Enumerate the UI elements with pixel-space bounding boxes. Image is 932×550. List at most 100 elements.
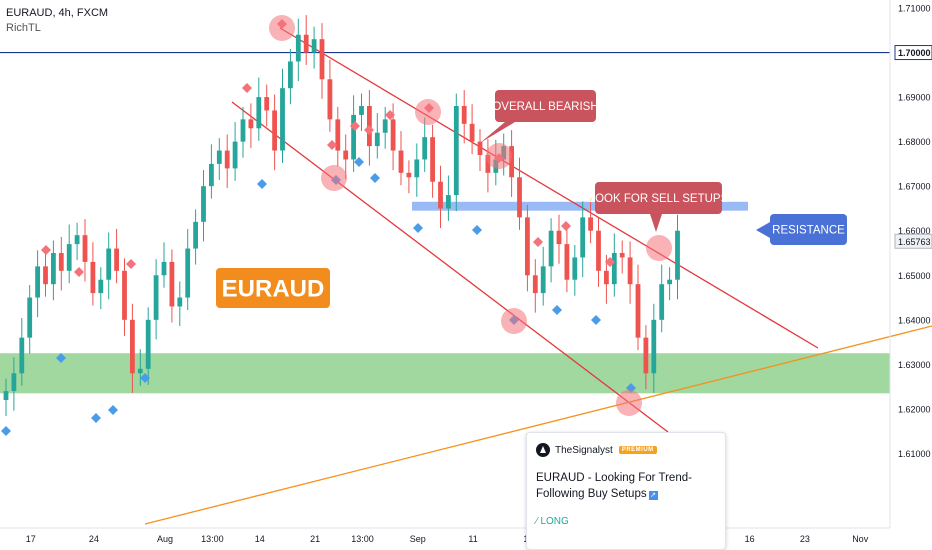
candle (153, 259, 159, 340)
candle-body (193, 221, 198, 249)
candle-body (382, 119, 388, 133)
pivot-high-marker (126, 259, 136, 269)
highlight-circle (501, 308, 527, 334)
candle (414, 143, 420, 197)
pivot-low-marker (108, 405, 118, 415)
candle-body (43, 266, 48, 285)
candle (256, 77, 262, 141)
candle (596, 218, 601, 287)
pivot-low-marker (552, 305, 562, 315)
candle-body (651, 319, 657, 374)
pivot-low-marker (591, 315, 601, 325)
candle-body (667, 279, 672, 285)
idea-title[interactable]: EURAUD - Looking For Trend-Following Buy… (536, 470, 716, 502)
candle (185, 228, 191, 311)
x-tick-label: 23 (800, 534, 810, 544)
candle (35, 250, 40, 318)
candle-body (224, 150, 230, 169)
candle (209, 144, 214, 199)
candle-body (216, 150, 222, 164)
candle-body (288, 61, 293, 89)
candle (201, 170, 206, 242)
candle (232, 122, 238, 181)
candle-body (635, 284, 641, 338)
candle-body (3, 391, 9, 400)
candle-body (390, 119, 396, 151)
candle-body (11, 373, 17, 392)
candle-body (201, 186, 206, 222)
candle-body (58, 253, 64, 271)
candle (122, 258, 127, 336)
candle (580, 201, 586, 278)
candle-body (264, 97, 270, 111)
highlight-circle (269, 15, 295, 41)
candle (485, 138, 491, 193)
last-price-text: 1.65763 (898, 237, 931, 247)
candle-body (548, 230, 554, 267)
candle-body (619, 253, 625, 258)
highlight-circle (486, 143, 512, 169)
highlight-circle (321, 165, 347, 191)
candle-body (525, 217, 530, 276)
candle (66, 224, 72, 284)
candle-body (130, 319, 135, 374)
candle-body (675, 230, 680, 280)
pivot-high-marker (327, 140, 337, 150)
idea-title-text: EURAUD - Looking For Trend-Following Buy… (536, 472, 692, 500)
x-tick-label: 14 (255, 534, 265, 544)
pivot-high-marker (350, 121, 360, 131)
y-tick-label: 1.71000 (898, 4, 931, 14)
candle-body (430, 137, 435, 182)
candle-body (145, 319, 151, 369)
x-tick-label: 13:00 (351, 534, 374, 544)
candle (572, 244, 578, 296)
candle-body (414, 159, 420, 178)
candle (525, 204, 530, 292)
x-tick-label: Aug (157, 534, 173, 544)
channel-lower-line (231, 101, 669, 433)
overall-bearish-callout: OVERALL BEARISH (492, 90, 599, 122)
candle-body (572, 257, 578, 280)
candle (58, 236, 64, 291)
candle-body (303, 34, 309, 53)
idea-author[interactable]: TheSignalyst PREMIUM (536, 443, 716, 457)
candle (303, 15, 309, 66)
candle (398, 130, 404, 186)
candle-body (256, 97, 262, 129)
x-tick-label: 21 (310, 534, 320, 544)
idea-card[interactable]: TheSignalyst PREMIUM EURAUD - Looking Fo… (526, 432, 726, 550)
pivot-low-marker (354, 157, 364, 167)
candle (611, 233, 617, 297)
candle-body (114, 248, 119, 271)
candle (517, 157, 522, 230)
candle-body (177, 297, 183, 307)
candle (359, 93, 364, 131)
candle (169, 249, 175, 323)
pair-label-text: EURAUD (222, 276, 325, 303)
candle-body (446, 195, 451, 209)
candle (288, 48, 293, 105)
candle-body (295, 34, 301, 62)
y-tick-label: 1.66000 (898, 226, 931, 236)
x-tick-label: 17 (26, 534, 36, 544)
pivot-high-marker (533, 237, 543, 247)
candle (98, 267, 104, 310)
candle-body (343, 150, 349, 160)
candle-body (556, 230, 562, 245)
candle-body (588, 217, 593, 231)
candle (224, 134, 230, 188)
candle-body (477, 141, 483, 155)
y-tick-label: 1.64000 (898, 315, 931, 325)
candle-body (469, 123, 475, 142)
candle (351, 95, 356, 172)
candle (248, 103, 254, 148)
candle (280, 68, 285, 164)
x-tick-label: 13:00 (201, 534, 224, 544)
signalyst-logo-icon (536, 443, 550, 457)
x-tick-label: Sep (410, 534, 426, 544)
candle-body (335, 119, 341, 151)
sell-setups-callout-box (595, 182, 722, 214)
pivot-low-marker (1, 426, 11, 436)
sell-setups-callout: LOOK FOR SELL SETUPS (589, 182, 729, 214)
